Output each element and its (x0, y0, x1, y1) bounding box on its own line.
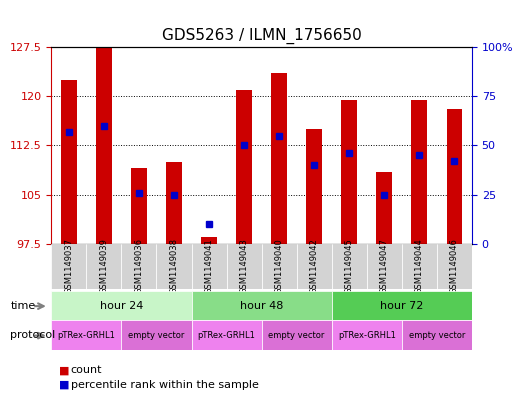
Text: GSM1149045: GSM1149045 (345, 239, 354, 294)
Text: GSM1149042: GSM1149042 (310, 239, 319, 294)
FancyBboxPatch shape (332, 291, 472, 320)
Text: protocol: protocol (10, 330, 55, 340)
Text: GSM1149046: GSM1149046 (450, 238, 459, 294)
Text: percentile rank within the sample: percentile rank within the sample (71, 380, 259, 390)
Text: hour 48: hour 48 (240, 301, 283, 310)
FancyBboxPatch shape (262, 320, 332, 350)
Text: GSM1149043: GSM1149043 (240, 238, 249, 294)
Text: GSM1149038: GSM1149038 (169, 238, 179, 294)
FancyBboxPatch shape (51, 244, 86, 289)
Text: GSM1149040: GSM1149040 (274, 239, 284, 294)
FancyBboxPatch shape (122, 320, 191, 350)
Bar (341, 99, 357, 244)
Text: pTRex-GRHL1: pTRex-GRHL1 (57, 331, 115, 340)
FancyBboxPatch shape (332, 244, 367, 289)
FancyBboxPatch shape (402, 320, 472, 350)
Bar (166, 162, 182, 244)
FancyBboxPatch shape (51, 291, 191, 320)
Bar (201, 237, 217, 244)
Text: GSM1149041: GSM1149041 (205, 239, 213, 294)
Text: empty vector: empty vector (128, 331, 185, 340)
Bar (96, 47, 112, 244)
Bar (271, 73, 287, 244)
FancyBboxPatch shape (191, 244, 227, 289)
FancyBboxPatch shape (332, 320, 402, 350)
Bar (61, 80, 77, 244)
FancyBboxPatch shape (86, 244, 122, 289)
Bar (236, 90, 252, 244)
Text: empty vector: empty vector (409, 331, 465, 340)
Text: ■: ■ (59, 380, 69, 390)
Text: count: count (71, 365, 102, 375)
Bar (131, 168, 147, 244)
Text: pTRex-GRHL1: pTRex-GRHL1 (198, 331, 255, 340)
Text: hour 72: hour 72 (380, 301, 424, 310)
FancyBboxPatch shape (367, 244, 402, 289)
FancyBboxPatch shape (297, 244, 332, 289)
Bar (377, 172, 392, 244)
Text: GSM1149037: GSM1149037 (64, 238, 73, 294)
FancyBboxPatch shape (191, 291, 332, 320)
Text: GSM1149044: GSM1149044 (415, 239, 424, 294)
FancyBboxPatch shape (262, 244, 297, 289)
FancyBboxPatch shape (191, 320, 262, 350)
FancyBboxPatch shape (227, 244, 262, 289)
Bar (411, 99, 427, 244)
Text: time: time (10, 301, 35, 311)
FancyBboxPatch shape (156, 244, 191, 289)
Text: ■: ■ (59, 365, 69, 375)
FancyBboxPatch shape (402, 244, 437, 289)
Text: GSM1149047: GSM1149047 (380, 238, 389, 294)
Bar (306, 129, 322, 244)
FancyBboxPatch shape (51, 320, 122, 350)
Text: GSM1149036: GSM1149036 (134, 238, 144, 294)
Bar (446, 109, 462, 244)
Title: GDS5263 / ILMN_1756650: GDS5263 / ILMN_1756650 (162, 28, 362, 44)
Text: hour 24: hour 24 (100, 301, 143, 310)
FancyBboxPatch shape (122, 244, 156, 289)
Text: empty vector: empty vector (268, 331, 325, 340)
FancyBboxPatch shape (437, 244, 472, 289)
Text: GSM1149039: GSM1149039 (100, 238, 108, 294)
Text: pTRex-GRHL1: pTRex-GRHL1 (338, 331, 396, 340)
